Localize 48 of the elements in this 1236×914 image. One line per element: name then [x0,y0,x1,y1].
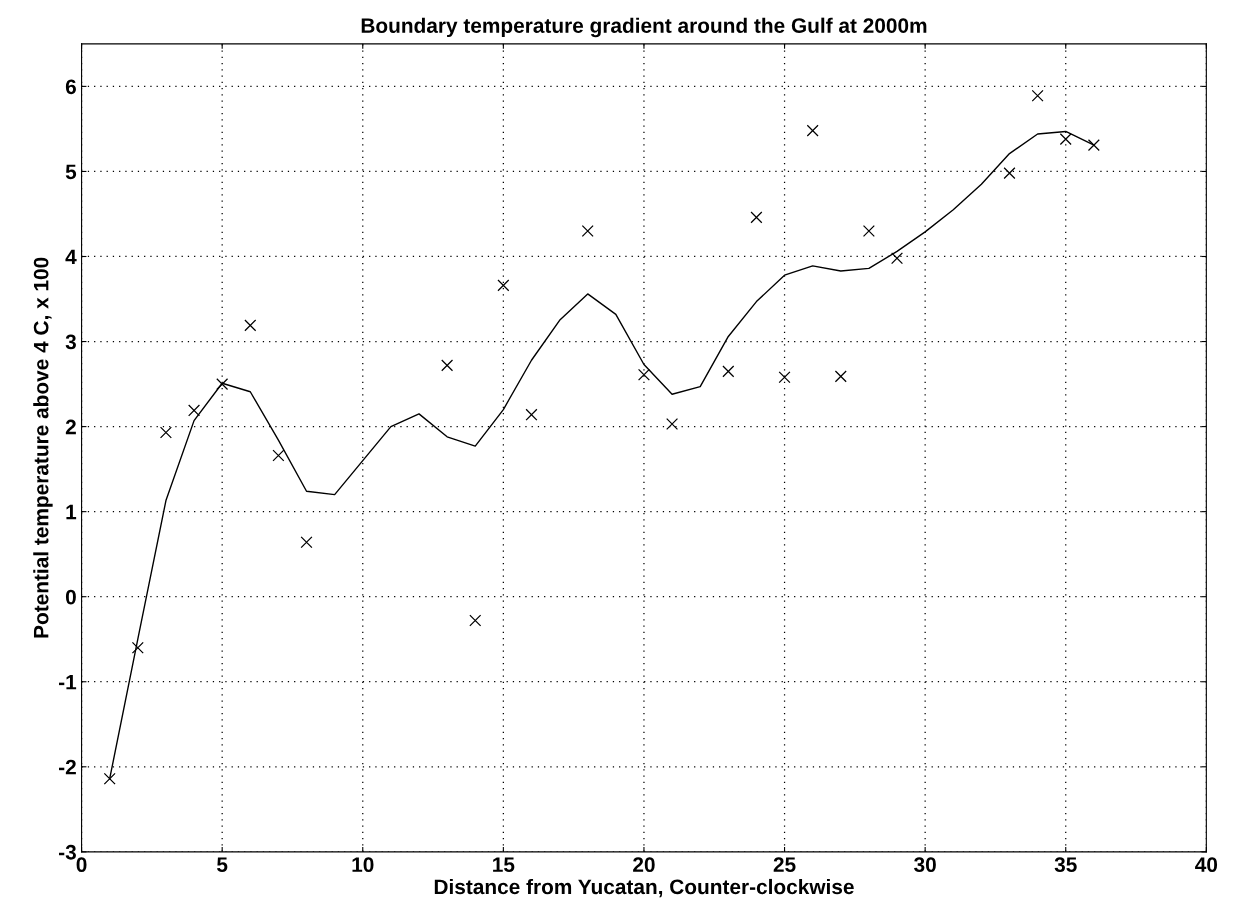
point [244,319,257,332]
point [1087,139,1100,152]
y-tick-label: 4 [65,249,77,265]
y-axis-title: Potential temperature above 4 C, x 100 [33,257,53,638]
point [1031,89,1044,102]
y-tick-label: -1 [59,674,77,690]
x-tick-label: 25 [773,857,796,873]
point [272,449,285,462]
chart-title: Boundary temperature gradient around the Gulf at 2000m [361,17,927,38]
point [891,252,904,265]
x-tick-label: 5 [217,857,228,873]
point [188,404,201,417]
x-tick-label: 10 [352,857,374,873]
point [131,641,144,654]
point [778,371,791,384]
x-axis-title: Distance from Yucatan, Counter-clockwise [434,878,854,898]
y-tick-label: -3 [59,844,76,860]
point [441,359,454,372]
point [581,224,594,237]
point [750,211,763,224]
x-tick-label: 0 [76,857,87,873]
y-tick-label: 2 [65,419,76,435]
x-tick-label: 15 [493,857,515,873]
point [469,614,482,627]
y-tick-label: 6 [65,79,76,95]
point [497,279,510,292]
y-tick-label: -2 [59,759,76,775]
point [862,224,875,237]
x-tick-label: 40 [1195,857,1218,873]
x-tick-label: 30 [914,857,936,873]
x-tick-label: 20 [633,857,655,873]
point [722,365,735,378]
point [806,124,819,137]
y-tick-label: 0 [65,589,76,605]
point [216,378,229,391]
point [834,370,847,383]
point [103,772,116,785]
point [1003,167,1016,180]
point [666,418,679,431]
y-tick-label: 1 [66,504,77,520]
point [1059,133,1072,146]
x-tick-label: 35 [1054,857,1077,873]
y-tick-label: 3 [65,334,76,350]
point [159,426,172,439]
point [300,536,313,549]
y-tick-label: 5 [65,164,77,180]
point [637,368,650,381]
point [525,408,538,421]
